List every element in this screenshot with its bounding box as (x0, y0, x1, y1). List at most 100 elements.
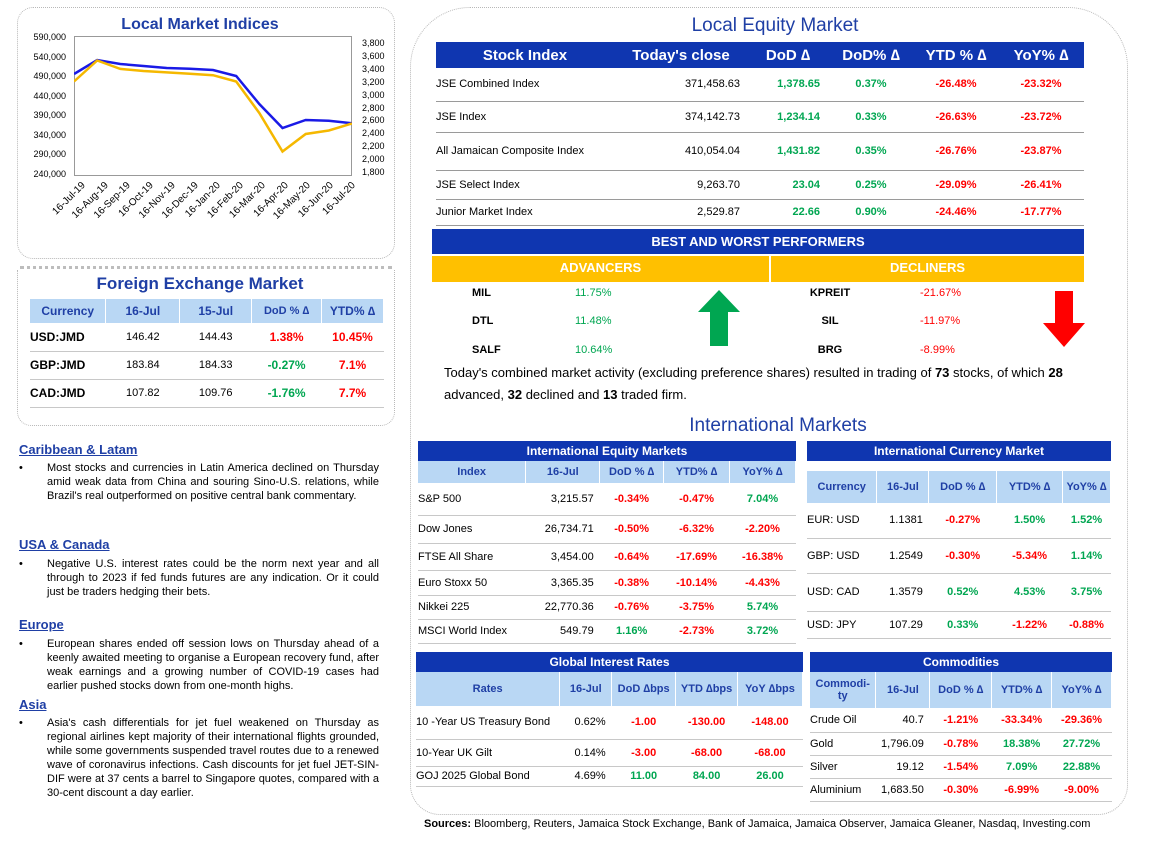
fx-currency: CAD:JMD (30, 379, 106, 407)
commodities-dod: -0.78% (930, 732, 992, 755)
bullet-icon: • (19, 557, 23, 571)
intl-currency-ytd: -1.22% (997, 611, 1063, 638)
rates-value: 0.62% (560, 706, 612, 739)
intl-equity-header: 16-Jul (526, 461, 600, 483)
commodities-table: Commodi- ty 16-Jul DoD % ∆ YTD% ∆ YoY% ∆ Crud… (810, 672, 1112, 802)
intl-currency-ytd: -5.34% (997, 538, 1063, 573)
fx-today: 183.84 (106, 351, 180, 379)
intl-equity-row: Nikkei 225 22,770.36 -0.76% -3.75% 5.74% (418, 595, 796, 619)
equity-dodp: 0.37% (828, 68, 914, 101)
fx-header-dod: DoD % ∆ (252, 299, 322, 323)
left-tick-label: 440,000 (24, 91, 66, 101)
fx-header-prev: 15-Jul (180, 299, 252, 323)
commodities-ytd: 7.09% (992, 755, 1052, 778)
intl-currency-dod: -0.27% (929, 503, 997, 538)
commodities-name: Gold (810, 732, 876, 755)
equity-name: JSE Combined Index (436, 68, 614, 101)
fx-row: CAD:JMD 107.82 109.76 -1.76% 7.7% (30, 379, 384, 407)
rates-ytd: 84.00 (676, 766, 738, 786)
right-tick-label: 2,200 (362, 141, 385, 151)
commodities-dod: -0.30% (930, 778, 992, 801)
fx-header-today: 16-Jul (106, 299, 180, 323)
right-axis-series-line (74, 61, 352, 152)
news-paragraph: • Asia's cash differentials for jet fuel … (19, 716, 379, 800)
intl-currency-value: 1.1381 (877, 503, 929, 538)
rates-row: 10-Year UK Gilt 0.14% -3.00 -68.00 -68.00 (416, 739, 803, 766)
rates-row: GOJ 2025 Global Bond 4.69% 11.00 84.00 26.00 (416, 766, 803, 786)
separator (20, 266, 392, 269)
intl-currency-dod: 0.33% (929, 611, 997, 638)
advancers-header: ADVANCERS (432, 256, 769, 282)
equity-name: JSE Index (436, 101, 614, 132)
equity-ytd: -24.46% (914, 199, 998, 225)
equity-yoy: -17.77% (998, 199, 1084, 225)
rates-header: 16-Jul (560, 672, 612, 706)
news-paragraph: • Most stocks and currencies in Latin Ame… (19, 461, 379, 503)
intl-equity-name: FTSE All Share (418, 543, 526, 570)
intl-currency-yoy: 1.52% (1063, 503, 1111, 538)
intl-equity-ytd: -3.75% (664, 595, 730, 619)
intl-currency-yoy: 1.14% (1063, 538, 1111, 573)
news-text: European shares ended off session lows o… (47, 638, 379, 692)
news-heading: USA & Canada (19, 537, 110, 552)
intl-equity-yoy: -4.43% (730, 570, 796, 595)
right-tick-label: 3,800 (362, 38, 385, 48)
fx-row: USD:JMD 146.42 144.43 1.38% 10.45% (30, 323, 384, 351)
intl-currency-ytd: 1.50% (997, 503, 1063, 538)
decliner-ticker: KPREIT (805, 287, 855, 299)
decliner-value: -11.97% (920, 315, 960, 327)
equity-dodp: 0.25% (828, 170, 914, 199)
intl-currency-name: USD: JPY (807, 611, 877, 638)
equity-yoy: -23.72% (998, 101, 1084, 132)
fx-header-ytd: YTD% ∆ (322, 299, 384, 323)
intl-equity-dod: -0.76% (600, 595, 664, 619)
left-tick-label: 490,000 (24, 71, 66, 81)
up-arrow-icon (698, 290, 740, 346)
commodities-name: Crude Oil (810, 708, 876, 732)
intl-currency-ytd: 4.53% (997, 573, 1063, 611)
intl-equity-ytd: -0.47% (664, 483, 730, 515)
equity-ytd: -26.48% (914, 68, 998, 101)
plot-frame (75, 37, 352, 176)
commodities-yoy: -29.36% (1052, 708, 1112, 732)
performers-title: BEST AND WORST PERFORMERS (432, 229, 1084, 254)
chart-right-axis: 3,800 3,600 3,400 3,200 3,000 2,800 2,600 2,400… (356, 38, 396, 188)
equity-dodp: 0.90% (828, 199, 914, 225)
chart-title: Local Market Indices (30, 16, 370, 34)
intl-currency-row: GBP: USD 1.2549 -0.30% -5.34% 1.14% (807, 538, 1111, 573)
intl-equity-yoy: 3.72% (730, 619, 796, 643)
intl-currency-title: International Currency Market (807, 441, 1111, 461)
equity-yoy: -26.41% (998, 170, 1084, 199)
commodities-header: Commodi- ty (810, 672, 876, 708)
intl-equity-ytd: -6.32% (664, 515, 730, 543)
equity-yoy: -23.87% (998, 132, 1084, 170)
commodities-title: Commodities (810, 652, 1112, 672)
decliner-value: -21.67% (920, 287, 961, 299)
fx-header-currency: Currency (30, 299, 106, 323)
intl-currency-value: 1.3579 (877, 573, 929, 611)
rates-value: 4.69% (560, 766, 612, 786)
intl-currency-yoy: -0.88% (1063, 611, 1111, 638)
intl-equity-ytd: -10.14% (664, 570, 730, 595)
right-tick-label: 2,400 (362, 128, 385, 138)
chart-left-axis: 590,000 540,000 490,000 440,000 390,000 340,0… (24, 32, 68, 182)
right-tick-label: 3,600 (362, 51, 385, 61)
intl-currency-table: Currency 16-Jul DoD % ∆ YTD% ∆ YoY% ∆ EUR: US… (807, 471, 1111, 639)
decliner-ticker: BRG (805, 344, 855, 356)
intl-equity-title: International Equity Markets (418, 441, 796, 461)
rates-dod: -1.00 (612, 706, 676, 739)
equity-dodp: 0.33% (828, 101, 914, 132)
right-tick-label: 2,800 (362, 103, 385, 113)
commodities-yoy: 22.88% (1052, 755, 1112, 778)
intl-equity-yoy: 5.74% (730, 595, 796, 619)
intl-equity-dod: -0.64% (600, 543, 664, 570)
news-heading: Caribbean & Latam (19, 442, 137, 457)
left-axis-series-line (74, 60, 352, 128)
market-summary: Today's combined market activity (exclud… (444, 362, 1084, 406)
news-paragraph: • European shares ended off session lows … (19, 637, 379, 693)
intl-currency-row: EUR: USD 1.1381 -0.27% 1.50% 1.52% (807, 503, 1111, 538)
intl-currency-name: GBP: USD (807, 538, 877, 573)
equity-name: Junior Market Index (436, 199, 614, 225)
equity-close: 2,529.87 (614, 199, 748, 225)
rates-header: DoD ∆bps (612, 672, 676, 706)
